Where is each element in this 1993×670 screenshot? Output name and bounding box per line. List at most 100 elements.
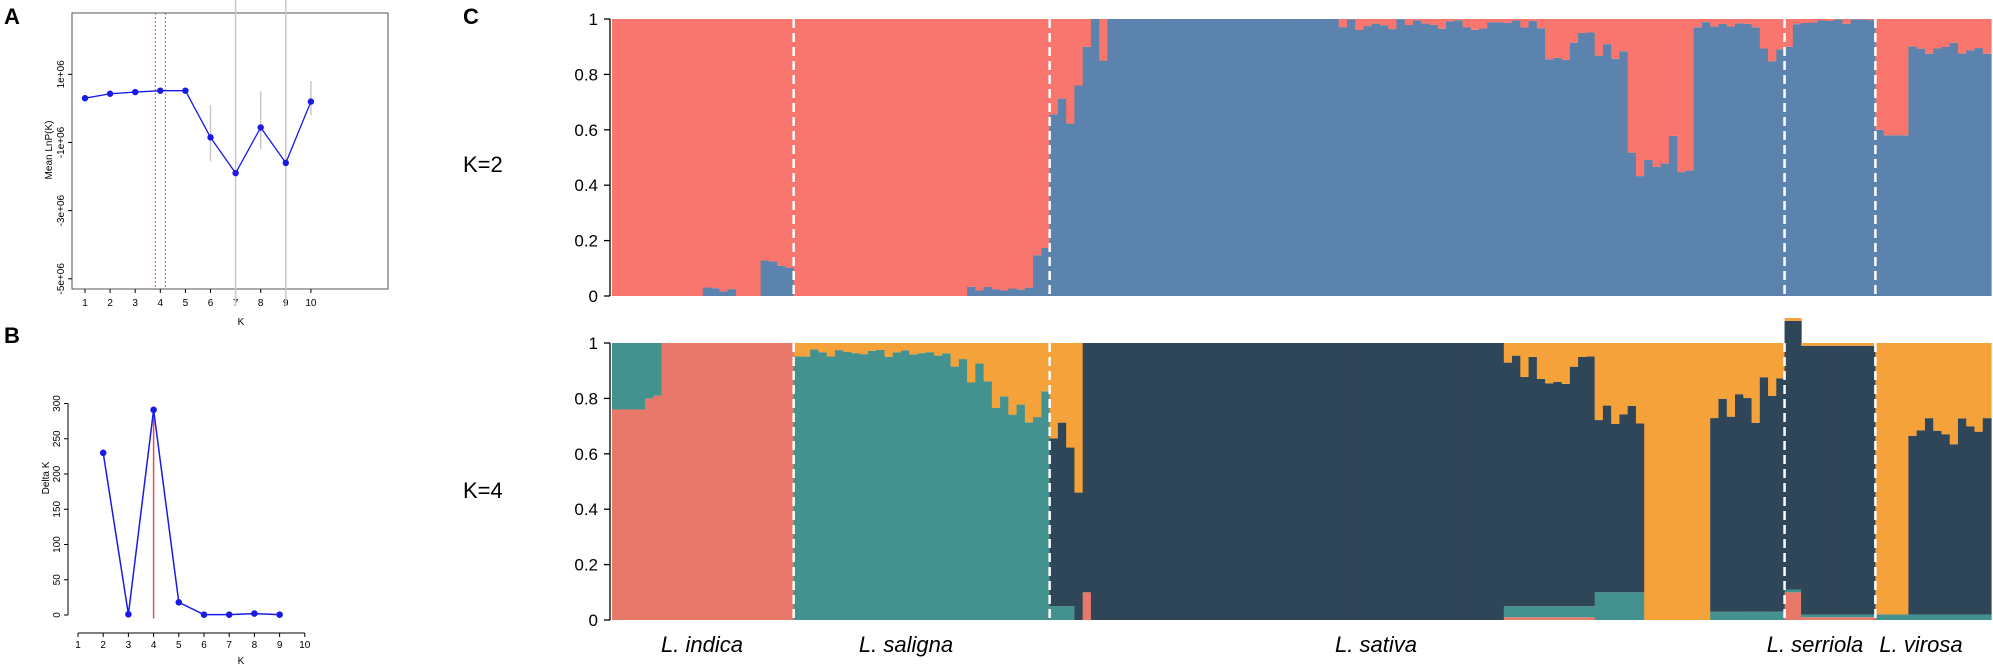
k4-bar-segment bbox=[1718, 343, 1728, 399]
k2-bar-segment bbox=[975, 290, 985, 296]
k2-bar-segment bbox=[942, 19, 952, 296]
k4-bar-segment bbox=[1949, 614, 1959, 620]
k2-bar-segment bbox=[793, 19, 803, 296]
k2-bar-segment bbox=[1123, 19, 1133, 296]
k4-bar-segment bbox=[1941, 434, 1951, 615]
k2-bar-segment bbox=[1412, 19, 1422, 21]
k4-bar-segment bbox=[859, 343, 869, 355]
k2-bar-segment bbox=[859, 19, 869, 296]
k4-bar-segment bbox=[1751, 422, 1761, 612]
panel-a-data-point bbox=[232, 169, 239, 177]
k2-bar-segment bbox=[1503, 22, 1513, 296]
k2-bar-segment bbox=[1454, 20, 1464, 297]
k2-bar-segment bbox=[1082, 19, 1092, 47]
k4-ytick-label: 0.4 bbox=[574, 500, 598, 519]
panel-b-xtick-label: 9 bbox=[277, 640, 283, 651]
k2-bar-segment bbox=[1462, 27, 1472, 297]
k4-bar-segment bbox=[1132, 343, 1142, 620]
k4-bar-segment bbox=[1817, 614, 1827, 618]
k4-bar-segment bbox=[801, 343, 811, 357]
panel-a-series-line bbox=[84, 90, 312, 175]
k2-ytick-label: 0.8 bbox=[574, 65, 598, 84]
k2-bar-segment bbox=[1470, 19, 1480, 30]
k4-bar-segment bbox=[1966, 614, 1976, 620]
k2-bar-segment bbox=[1916, 48, 1926, 296]
k2-bar-segment bbox=[1396, 19, 1406, 296]
k4-bar-segment bbox=[867, 343, 877, 351]
k4-bar-segment bbox=[1891, 614, 1901, 620]
k2-bar-segment bbox=[1520, 19, 1530, 28]
k2-bar-segment bbox=[1437, 28, 1447, 297]
k2-bar-segment bbox=[1181, 19, 1191, 296]
k4-bar-segment bbox=[1074, 492, 1084, 620]
panel-b-xtick-label: 5 bbox=[176, 640, 182, 651]
k2-bar-segment bbox=[1759, 19, 1769, 49]
k2-bar-segment bbox=[1594, 55, 1604, 296]
k4-ytick-label: 0 bbox=[589, 611, 598, 630]
k2-bar-segment bbox=[1132, 19, 1142, 296]
k2-bar-segment bbox=[1941, 46, 1951, 296]
k2-bar-segment bbox=[1371, 23, 1381, 296]
k2-bar-segment bbox=[1049, 19, 1059, 115]
k2-bar-segment bbox=[867, 19, 877, 296]
k2-bar-segment bbox=[1982, 19, 1992, 54]
k4-bar-segment bbox=[1024, 343, 1034, 423]
k4-bar-segment bbox=[1858, 343, 1868, 346]
k4-bar-segment bbox=[925, 343, 935, 353]
k2-bar-segment bbox=[1611, 19, 1621, 59]
panel-b-ytick-label: 50 bbox=[52, 574, 63, 586]
k4-bar-segment bbox=[884, 343, 894, 357]
k4-bar-segment bbox=[909, 343, 919, 355]
k4-bar-segment bbox=[1677, 343, 1687, 620]
k2-bar-segment bbox=[1611, 58, 1621, 296]
k4-bar-segment bbox=[1974, 614, 1984, 620]
k4-bar-segment bbox=[1594, 592, 1604, 620]
k2-bar-segment bbox=[1528, 19, 1538, 21]
k4-bar-segment bbox=[1710, 418, 1720, 612]
k4-bar-segment bbox=[1198, 343, 1208, 620]
k2-bar-segment bbox=[1710, 19, 1720, 27]
k2-bar-segment bbox=[991, 289, 1001, 296]
k4-bar-segment bbox=[1008, 414, 1018, 620]
k4-bar-segment bbox=[1512, 606, 1521, 618]
k2-bar-segment bbox=[686, 19, 696, 296]
k4-bar-segment bbox=[1685, 343, 1695, 620]
k2-bar-segment bbox=[1834, 19, 1843, 297]
k4-bar-segment bbox=[1289, 343, 1298, 620]
k2-bar-segment bbox=[727, 19, 737, 290]
k2-bar-segment bbox=[1024, 19, 1034, 288]
k4-bar-segment bbox=[1313, 343, 1323, 620]
k2-bar-segment bbox=[1140, 19, 1150, 296]
k4-bar-segment bbox=[1057, 606, 1067, 620]
k2-bar-segment bbox=[1429, 19, 1439, 25]
k4-bar-segment bbox=[1751, 343, 1761, 423]
k2-bar-segment bbox=[1825, 20, 1835, 297]
k4-bar-segment bbox=[1867, 617, 1876, 620]
k4-bar-segment bbox=[1115, 343, 1125, 620]
k2-bar-segment bbox=[711, 288, 720, 296]
k4-bar-segment bbox=[1602, 343, 1612, 406]
k4-bar-segment bbox=[958, 343, 968, 360]
k4-bar-segment bbox=[1850, 617, 1860, 620]
species-label: L. serriola bbox=[1767, 632, 1864, 657]
k2-bar-segment bbox=[711, 19, 720, 289]
k4-bar-segment bbox=[1743, 398, 1753, 612]
k4-bar-segment bbox=[1239, 343, 1249, 620]
k2-bar-segment bbox=[653, 19, 663, 296]
k4-bar-segment bbox=[1941, 614, 1951, 620]
k2-bar-segment bbox=[1338, 19, 1348, 28]
k4-stacked-bars bbox=[612, 318, 1992, 620]
panel-a-data-point bbox=[106, 90, 114, 97]
k2-bar-segment bbox=[1710, 26, 1720, 297]
k4-bar-segment bbox=[925, 352, 935, 620]
panel-a-data-point bbox=[257, 124, 264, 131]
k2-bar-segment bbox=[1677, 172, 1687, 296]
k4-bar-segment bbox=[1512, 617, 1521, 620]
k2-bar-segment bbox=[1346, 19, 1356, 297]
k4-bar-segment bbox=[983, 343, 993, 382]
k4-bar-segment bbox=[917, 343, 927, 354]
k2-bar-segment bbox=[1569, 42, 1579, 296]
k2-bar-segment bbox=[752, 19, 762, 296]
k2-bar-segment bbox=[1768, 61, 1777, 296]
k4-bar-segment bbox=[1545, 343, 1554, 384]
